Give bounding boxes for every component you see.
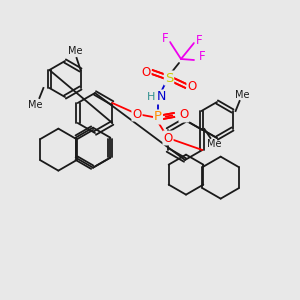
Text: O: O [179,109,189,122]
Text: F: F [199,50,205,64]
Text: Me: Me [207,139,222,149]
Text: Me: Me [28,100,43,110]
Text: F: F [196,34,202,47]
Text: N: N [156,91,166,103]
Text: F: F [162,32,168,46]
Text: O: O [141,65,151,79]
Text: O: O [132,107,142,121]
Text: Me: Me [235,90,250,100]
Text: O: O [164,131,172,145]
Text: O: O [188,80,196,92]
Text: H: H [147,92,155,102]
Text: Me: Me [68,46,83,56]
Text: P: P [154,110,162,124]
Text: S: S [165,71,173,85]
